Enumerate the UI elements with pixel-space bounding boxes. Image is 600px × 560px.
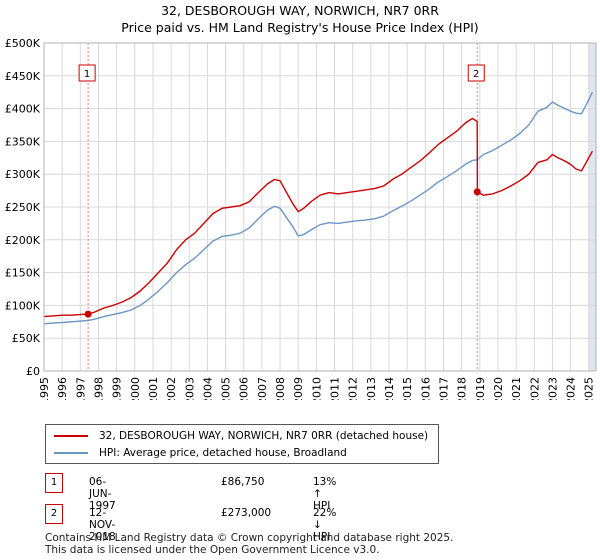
footer-copyright: Contains HM Land Registry data © Crown c… [45, 532, 454, 544]
legend: 32, DESBOROUGH WAY, NORWICH, NR7 0RR (de… [45, 424, 439, 464]
legend-swatch-property [54, 435, 88, 437]
x-tick-label: 2021 [510, 377, 523, 400]
x-tick-label: 2023 [546, 377, 559, 400]
property-series-line [43, 117, 594, 318]
y-tick-label: £400K [5, 103, 41, 116]
x-tick-label: 1995 [38, 377, 51, 400]
transaction-price: £273,000 [221, 507, 272, 519]
hpi-series-line [43, 91, 594, 325]
y-tick-label: £200K [5, 234, 41, 247]
plot-frame [43, 42, 597, 372]
x-tick-label: 1996 [56, 377, 69, 400]
x-tick-label: 2016 [419, 377, 432, 400]
transaction-date: 12-NOV-2018 [89, 507, 116, 543]
x-tick-label: 2025 [583, 377, 596, 400]
x-tick-label: 2006 [238, 377, 251, 400]
footer-licence: This data is licensed under the Open Gov… [45, 544, 380, 556]
transaction-marker-label: 1 [84, 69, 90, 80]
transaction-date: 06-JUN-1997 [89, 476, 116, 512]
x-tick-label: 2008 [274, 377, 287, 400]
x-tick-label: 2001 [147, 377, 160, 400]
x-tick-label: 1997 [74, 377, 87, 400]
x-tick-label: 2003 [183, 377, 196, 400]
x-tick-label: 2013 [365, 377, 378, 400]
y-tick-label: £250K [5, 201, 41, 214]
y-tick-label: £50K [12, 332, 41, 345]
x-tick-label: 2014 [383, 377, 396, 400]
transaction-point [84, 310, 92, 318]
chart-title: 32, DESBOROUGH WAY, NORWICH, NR7 0RR [161, 3, 439, 18]
price-chart: £0 £50K £100K £150K £200K £250K £300K £350K £400… [5, 37, 597, 400]
x-tick-label: 2002 [165, 377, 178, 400]
x-tick-label: 2024 [565, 377, 578, 400]
x-tick-label: 2004 [201, 377, 214, 400]
legend-label-property: 32, DESBOROUGH WAY, NORWICH, NR7 0RR (de… [99, 430, 429, 442]
x-tick-label: 2022 [528, 377, 541, 400]
transaction-number-badge: 2 [45, 504, 63, 524]
x-tick-label: 1999 [111, 377, 124, 400]
transaction-marker-label: 2 [473, 69, 479, 80]
x-tick-label: 2009 [292, 377, 305, 400]
y-tick-label: £350K [5, 135, 41, 148]
legend-item-property: 32, DESBOROUGH WAY, NORWICH, NR7 0RR (de… [54, 428, 428, 444]
x-tick-label: 2017 [437, 377, 450, 400]
x-tick-label: 2020 [492, 377, 505, 400]
y-tick-label: £300K [5, 168, 41, 181]
y-tick-label: £100K [5, 299, 41, 312]
x-tick-label: 1998 [92, 377, 105, 400]
y-tick-label: £500K [5, 37, 41, 50]
x-tick-label: 2000 [129, 377, 142, 400]
x-tick-label: 2007 [256, 377, 269, 400]
x-tick-label: 2012 [347, 377, 360, 400]
chart-subtitle: Price paid vs. HM Land Registry's House … [121, 20, 479, 35]
transaction-marker-badge [78, 64, 96, 82]
transaction-price: £86,750 [221, 476, 265, 488]
y-tick-label: £150K [5, 267, 41, 280]
legend-label-hpi: HPI: Average price, detached house, Broa… [99, 447, 347, 459]
transaction-hpi-change: 22% ↓ HPI [313, 507, 337, 543]
y-tick-label: £0 [26, 365, 40, 378]
transaction-point [473, 188, 481, 196]
transaction-marker-badge [467, 64, 485, 82]
transaction-number-badge: 1 [45, 473, 63, 493]
x-tick-label: 2010 [310, 377, 323, 400]
x-tick-label: 2018 [456, 377, 469, 400]
legend-item-hpi: HPI: Average price, detached house, Broa… [54, 445, 347, 461]
x-tick-label: 2019 [474, 377, 487, 400]
x-tick-label: 2005 [220, 377, 233, 400]
x-tick-label: 2011 [329, 377, 342, 400]
legend-swatch-hpi [54, 452, 88, 454]
x-tick-label: 2015 [401, 377, 414, 400]
y-tick-label: £450K [5, 70, 41, 83]
transaction-hpi-change: 13% ↑ HPI [313, 476, 337, 512]
